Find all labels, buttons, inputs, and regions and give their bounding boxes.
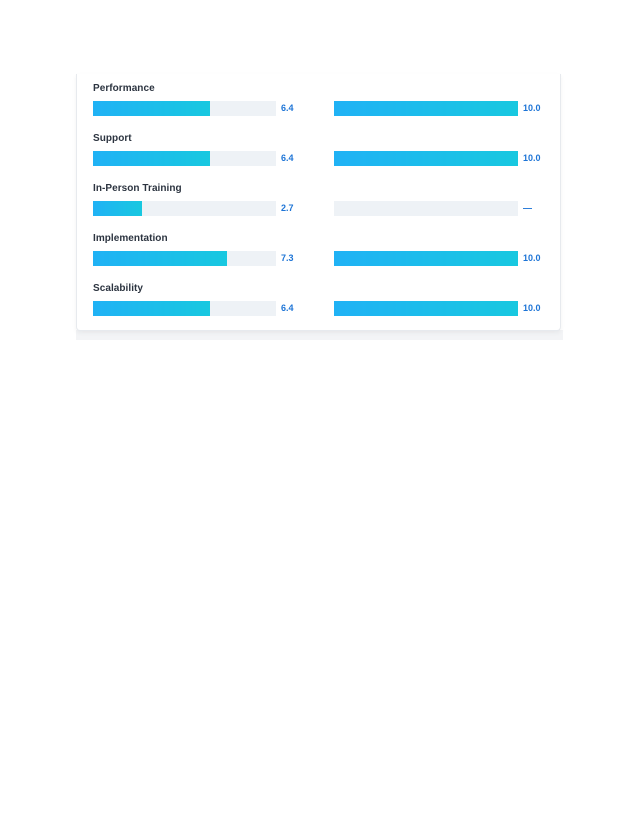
rating-row-scalability: Scalability 6.4 10.0	[93, 282, 553, 326]
right-rating-value: 10.0	[523, 153, 541, 163]
right-rating-track	[334, 151, 518, 166]
left-rating-value: 7.3	[281, 253, 294, 263]
rating-label: Implementation	[93, 233, 168, 244]
rating-row-support: Support 6.4 10.0	[93, 132, 553, 176]
rating-label: Performance	[93, 83, 155, 94]
left-rating-fill	[93, 101, 211, 116]
left-rating-track	[93, 101, 276, 116]
right-rating-track	[334, 201, 518, 216]
left-rating-fill	[93, 251, 227, 266]
left-rating-track	[93, 201, 276, 216]
left-rating-value: 6.4	[281, 303, 294, 313]
right-rating-value: 10.0	[523, 303, 541, 313]
right-rating-value: —	[523, 203, 532, 213]
left-rating-value: 6.4	[281, 103, 294, 113]
left-rating-value: 2.7	[281, 203, 294, 213]
right-rating-track	[334, 301, 518, 316]
left-rating-fill	[93, 151, 211, 166]
rating-label: Scalability	[93, 283, 144, 294]
left-rating-track	[93, 251, 276, 266]
right-rating-track	[334, 101, 518, 116]
right-rating-fill	[334, 301, 518, 316]
left-rating-fill	[93, 301, 211, 316]
right-rating-value: 10.0	[523, 253, 541, 263]
rating-label: Support	[93, 133, 132, 144]
right-rating-track	[334, 251, 518, 266]
rating-row-implementation: Implementation 7.3 10.0	[93, 232, 553, 276]
rating-row-in-person-training: In-Person Training 2.7 —	[93, 182, 553, 226]
rating-row-performance: Performance 6.4 10.0	[93, 82, 553, 126]
left-rating-track	[93, 301, 276, 316]
rating-label: In-Person Training	[93, 183, 182, 194]
left-rating-track	[93, 151, 276, 166]
right-rating-value: 10.0	[523, 103, 541, 113]
right-rating-fill	[334, 101, 518, 116]
left-rating-value: 6.4	[281, 153, 294, 163]
right-rating-fill	[334, 151, 518, 166]
right-rating-fill	[334, 251, 518, 266]
ratings-comparison-card: Performance 6.4 10.0 Support 6.4 10.0 In…	[76, 74, 561, 331]
card-bottom-strip	[76, 330, 563, 340]
left-rating-fill	[93, 201, 143, 216]
